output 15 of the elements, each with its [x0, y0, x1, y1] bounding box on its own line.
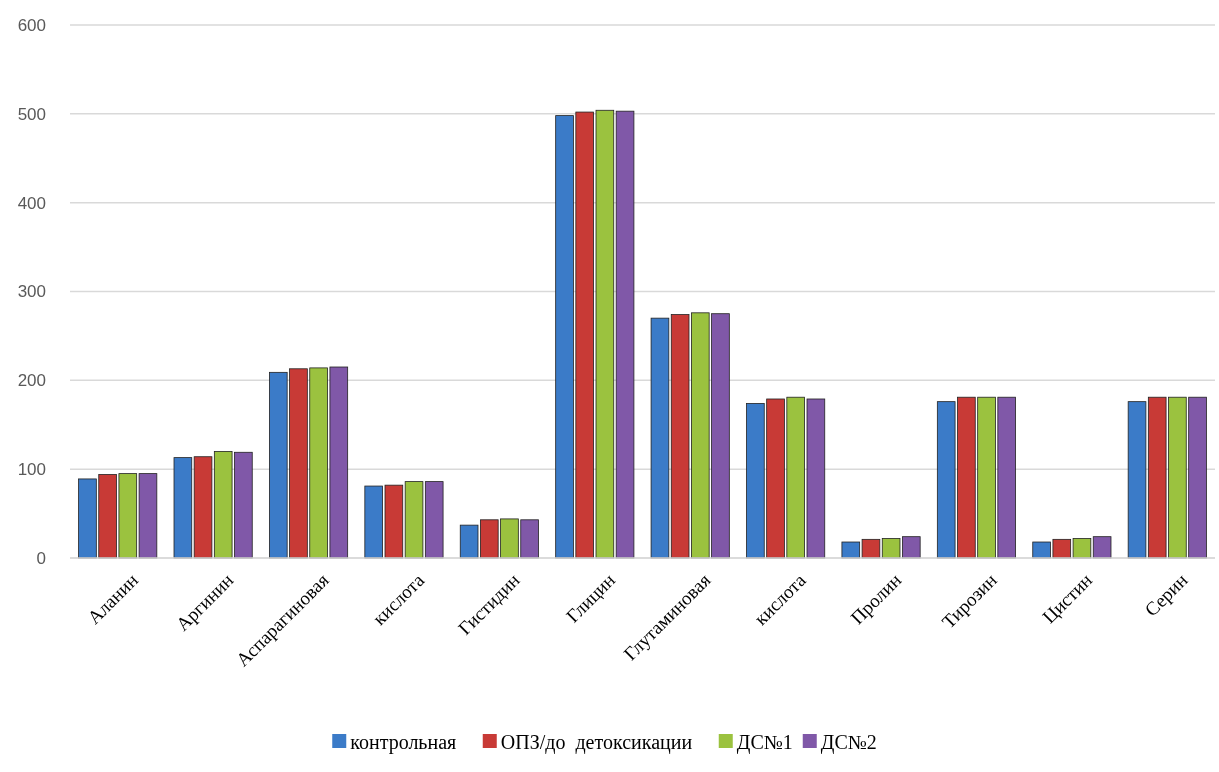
bar: [615, 110, 635, 559]
y-tick-label: 400: [17, 193, 46, 213]
y-tick-label: 500: [17, 104, 46, 124]
legend-label: ДС№1: [736, 731, 793, 754]
bar: [173, 457, 193, 559]
y-tick-label: 300: [17, 282, 46, 302]
y-tick-label: 600: [17, 15, 46, 35]
legend-label: ОПЗ/до детоксикации: [500, 731, 693, 754]
bar: [650, 317, 670, 559]
legend-label: контрольная: [350, 731, 457, 754]
y-tick-label: 100: [17, 460, 46, 480]
bar: [1092, 536, 1112, 559]
y-tick-label: 200: [17, 371, 46, 391]
legend-label: ДС№2: [820, 731, 877, 754]
y-tick-label: 0: [36, 548, 46, 568]
